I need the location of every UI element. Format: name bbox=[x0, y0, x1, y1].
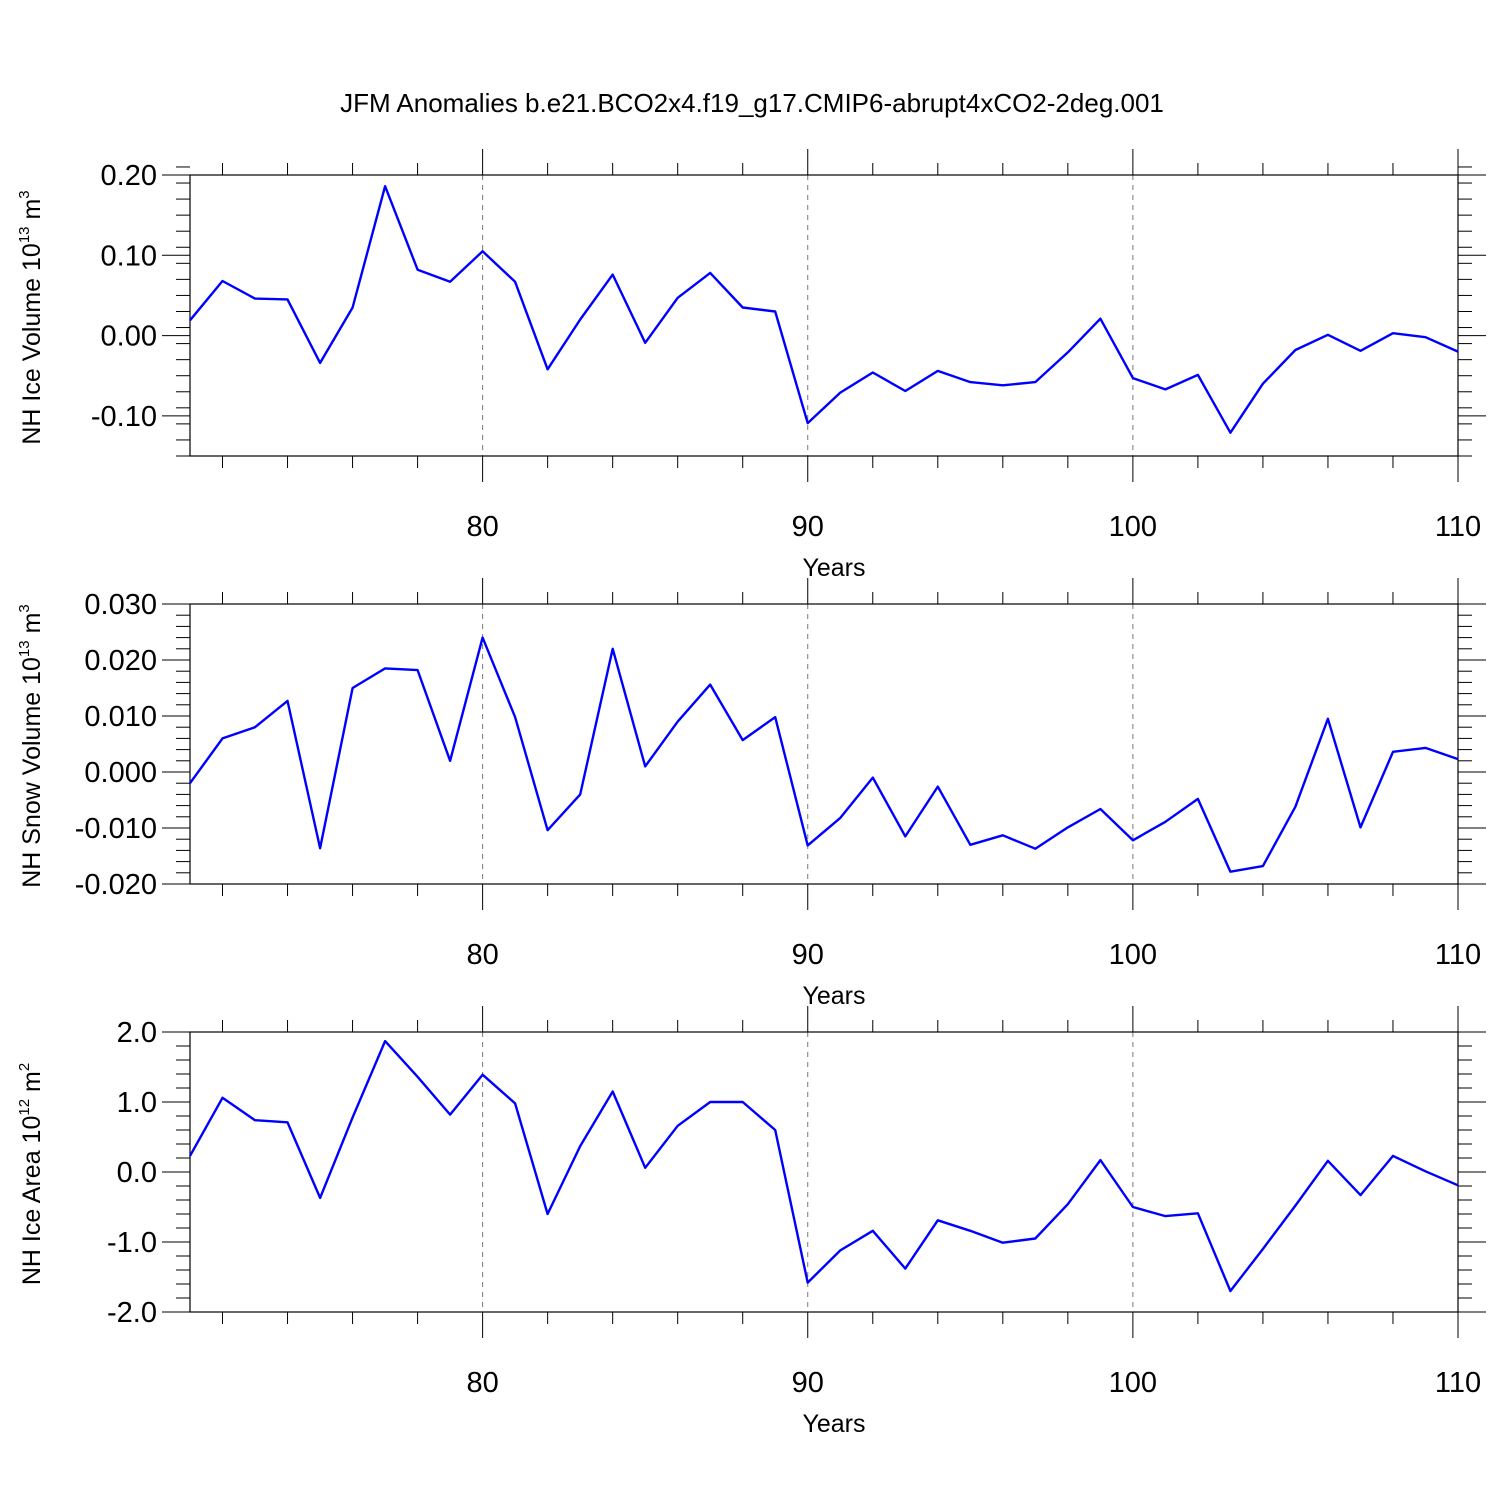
y-tick-label: 2.0 bbox=[117, 1017, 157, 1049]
panel-2: 80 90 100 110 -0.020 -0.010 0.000 0.010 0.020 0.0… bbox=[16, 578, 1486, 1010]
plot-frame bbox=[189, 174, 1459, 457]
x-axis-label: Years bbox=[802, 554, 865, 582]
panel-3: 80 90 100 110 -2.0 -1.0 0.0 1.0 2.0 Years NH Ice A… bbox=[16, 1006, 1486, 1438]
x-tick-label: 110 bbox=[1435, 939, 1481, 971]
y-tick-label: 0.0 bbox=[117, 1157, 157, 1189]
y-tick-label: -2.0 bbox=[107, 1297, 157, 1329]
y-axis-label: NH Snow Volume 1013 m3 bbox=[16, 604, 46, 888]
x-tick-label: 110 bbox=[1435, 1367, 1481, 1399]
x-tick-label: 110 bbox=[1435, 511, 1481, 543]
x-tick-label: 100 bbox=[1109, 939, 1157, 971]
y-tick-label: 1.0 bbox=[117, 1087, 157, 1119]
x-tick-label: 90 bbox=[792, 1367, 824, 1399]
panel-1: 80 90 100 110 -0.10 0.00 0.10 0.20 Years NH Ice V… bbox=[16, 149, 1486, 582]
y-tick-label: 0.000 bbox=[84, 757, 157, 789]
y-tick-label: -0.020 bbox=[75, 869, 157, 901]
series-line bbox=[189, 636, 1459, 873]
y-tick-label: -0.10 bbox=[91, 401, 157, 433]
y-tick-label: 0.010 bbox=[84, 701, 157, 733]
x-tick-label: 80 bbox=[466, 939, 498, 971]
y-tick-label: 0.20 bbox=[101, 160, 157, 192]
x-tick-label: 80 bbox=[466, 1367, 498, 1399]
x-tick-label: 80 bbox=[466, 511, 498, 543]
x-tick-label: 100 bbox=[1109, 1367, 1157, 1399]
x-tick-label: 90 bbox=[792, 511, 824, 543]
y-tick-label: -1.0 bbox=[107, 1227, 157, 1259]
x-tick-label: 90 bbox=[792, 939, 824, 971]
y-tick-label: -0.010 bbox=[75, 813, 157, 845]
y-tick-label: 0.00 bbox=[101, 321, 157, 353]
y-axis-label: NH Ice Area 1012 m2 bbox=[16, 1063, 46, 1285]
x-axis-label: Years bbox=[802, 1410, 865, 1438]
panels: 80 90 100 110 -0.10 0.00 0.10 0.20 Years NH Ice V… bbox=[16, 149, 1486, 1438]
y-tick-label: 0.030 bbox=[84, 589, 157, 621]
figure-title: JFM Anomalies b.e21.BCO2x4.f19_g17.CMIP6… bbox=[340, 88, 1164, 118]
plot-frame bbox=[189, 603, 1459, 885]
series-line bbox=[189, 184, 1459, 434]
y-axis-label: NH Ice Volume 1013 m3 bbox=[16, 190, 46, 444]
series-line bbox=[188, 1039, 1459, 1293]
x-axis-label: Years bbox=[802, 982, 865, 1010]
x-tick-label: 100 bbox=[1109, 511, 1157, 543]
plot-frame bbox=[189, 1031, 1459, 1313]
y-tick-label: 0.020 bbox=[84, 645, 157, 677]
y-tick-label: 0.10 bbox=[101, 240, 157, 272]
